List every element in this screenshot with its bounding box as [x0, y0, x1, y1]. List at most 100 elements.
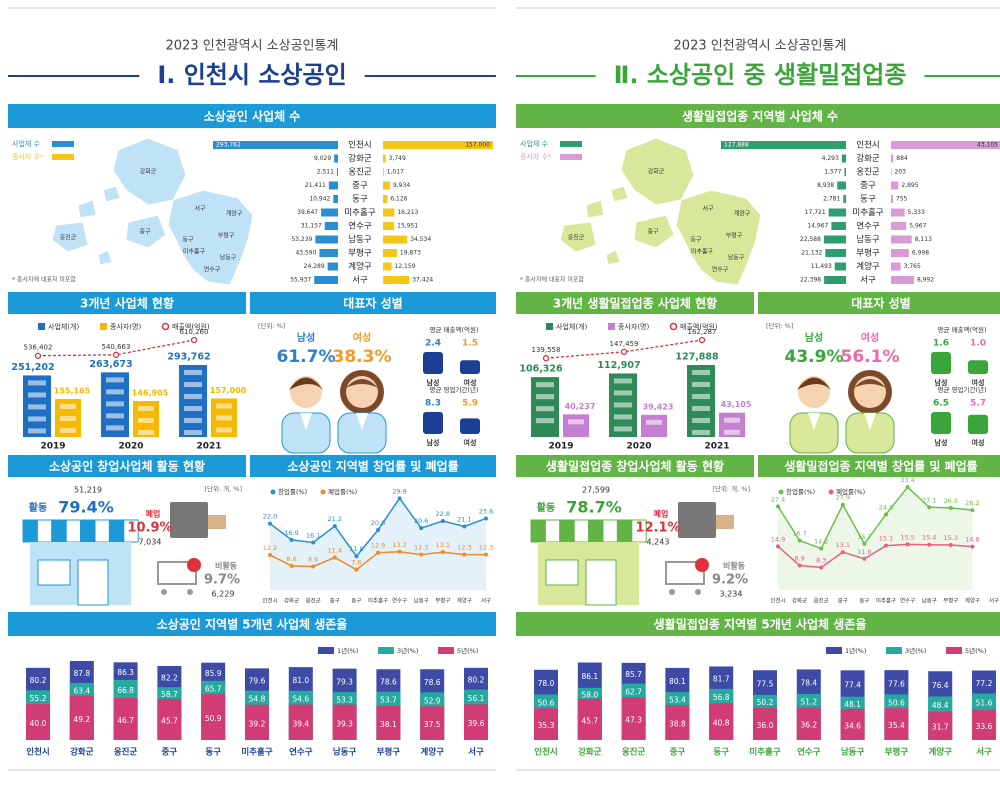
window [138, 405, 154, 411]
section-banner [516, 292, 754, 314]
bar-label: 77.5 [757, 680, 774, 689]
bar-label: 79.6 [249, 677, 266, 686]
bar [213, 141, 338, 149]
revenue-point [698, 336, 706, 344]
bar-label: 21,132 [801, 250, 822, 257]
section-title: 소상공인 사업체 수 [204, 109, 301, 124]
point [927, 542, 932, 547]
bar-label: 77.2 [976, 679, 993, 688]
map-label: 중구 [139, 229, 151, 236]
hair [854, 379, 886, 388]
point [397, 549, 402, 554]
survival-bar [376, 705, 401, 740]
cart [665, 561, 705, 585]
section-title: 생활밀접업종 창업사업체 활동 현황 [546, 459, 724, 474]
bar-label: 50.2 [757, 698, 774, 707]
coin-stack [460, 360, 480, 374]
bar [383, 195, 388, 203]
window [536, 382, 554, 388]
bar [383, 154, 386, 163]
legend-swatch [778, 489, 784, 495]
bar [319, 249, 338, 257]
bar [891, 235, 912, 244]
bar-label: 56.1 [468, 694, 485, 703]
bar-label: 293,762 [216, 142, 241, 149]
map-label: 남동구 [220, 254, 237, 262]
map-label: 동구 [690, 237, 702, 244]
cart-wheel [669, 589, 675, 595]
point [776, 544, 780, 549]
mini-title: 평균 영업기간(년) [430, 385, 479, 394]
point-label: 26.9 [944, 497, 958, 505]
mini-value: 8.3 [425, 399, 441, 409]
bar [891, 154, 894, 163]
point [462, 524, 467, 529]
coin-stack [968, 360, 988, 374]
legend-label: 1년(%) [337, 646, 358, 655]
legend-label: 5년(%) [457, 646, 478, 655]
bar-label: 884 [896, 155, 908, 162]
bar [383, 235, 408, 244]
point-label: 16.7 [792, 530, 806, 538]
point-label: 8.6 [308, 555, 318, 563]
map-label: 옹진군 [568, 234, 585, 242]
bar-label: 86.3 [117, 668, 134, 677]
bar-label: 31,157 [301, 223, 322, 230]
bar-label: 39,647 [297, 209, 318, 216]
bar-label: 12,159 [395, 263, 416, 270]
count-label: 3,234 [720, 590, 743, 599]
mini-label: 여성 [972, 378, 985, 387]
survival-bar [332, 704, 357, 740]
awning [36, 519, 53, 543]
store-window [37, 559, 71, 586]
bar [891, 222, 907, 230]
bar-label: 2,511 [317, 169, 334, 176]
bar-label: 49.2 [73, 715, 90, 724]
collar [808, 413, 820, 430]
bar-label: 35.3 [538, 721, 555, 730]
legend-swatch [100, 323, 107, 330]
point [862, 541, 867, 546]
awning [602, 519, 618, 543]
closed-shop [678, 502, 716, 538]
mini-label: 여성 [464, 378, 477, 387]
bar-label: 755 [896, 196, 908, 203]
bar-label: 80.1 [669, 677, 686, 686]
point-label: 14.9 [771, 535, 785, 543]
survival-bar [201, 694, 226, 740]
bar-label: 8,113 [915, 236, 932, 243]
point-label: 8.8 [286, 555, 296, 563]
item-name: 활동 [29, 501, 47, 514]
bar [383, 208, 395, 217]
point [970, 544, 975, 549]
point-label: 15.1 [879, 535, 893, 543]
mini-value: 5.7 [970, 399, 986, 409]
legend-label: 사업체(개) [48, 322, 79, 331]
legend-label: 매출액(억원) [172, 322, 210, 331]
point [332, 555, 337, 560]
window [106, 413, 124, 419]
item-value: 10.9% [127, 521, 172, 536]
section-banner [516, 104, 1000, 128]
item-value: 79.4% [58, 498, 114, 517]
window [106, 401, 124, 407]
bar [837, 181, 846, 190]
bar [383, 249, 397, 257]
window [692, 406, 710, 411]
bar [383, 262, 392, 271]
section-banner [8, 104, 496, 128]
map-region [585, 199, 605, 219]
bar-label: 35.4 [888, 721, 905, 730]
mini-value: 1.0 [970, 339, 986, 349]
revenue-point [190, 336, 198, 344]
item-value: 9.7% [204, 573, 240, 588]
point [440, 519, 445, 524]
bar [831, 222, 846, 230]
section-title: 생활밀접업종 지역별 사업체 수 [682, 109, 838, 124]
point-label: 7.6 [351, 559, 361, 567]
bar-label: 16,213 [397, 209, 418, 216]
mini-label: 남성 [935, 378, 948, 387]
point [948, 505, 953, 510]
window [184, 382, 202, 387]
